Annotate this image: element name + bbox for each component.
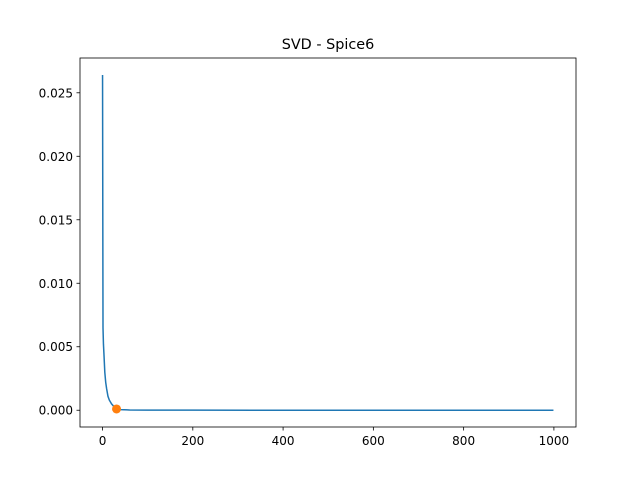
x-tick-label: 0 [99, 434, 107, 448]
y-tick-label: 0.020 [39, 150, 73, 164]
plot-frame [79, 57, 577, 428]
chart-title: SVD - Spice6 [282, 37, 375, 53]
y-tick-label: 0.005 [39, 340, 73, 354]
x-tick-label: 800 [452, 434, 475, 448]
y-tick-label: 0.015 [39, 213, 73, 227]
y-tick-label: 0.025 [39, 86, 73, 100]
marker [112, 404, 122, 414]
x-tick-label: 400 [272, 434, 295, 448]
line [101, 75, 554, 411]
y-tick-label: 0.000 [39, 404, 73, 418]
x-tick-label: 1000 [539, 434, 570, 448]
x-tick-label: 200 [181, 434, 204, 448]
x-tick-label: 600 [362, 434, 385, 448]
y-tick-label: 0.010 [39, 277, 73, 291]
